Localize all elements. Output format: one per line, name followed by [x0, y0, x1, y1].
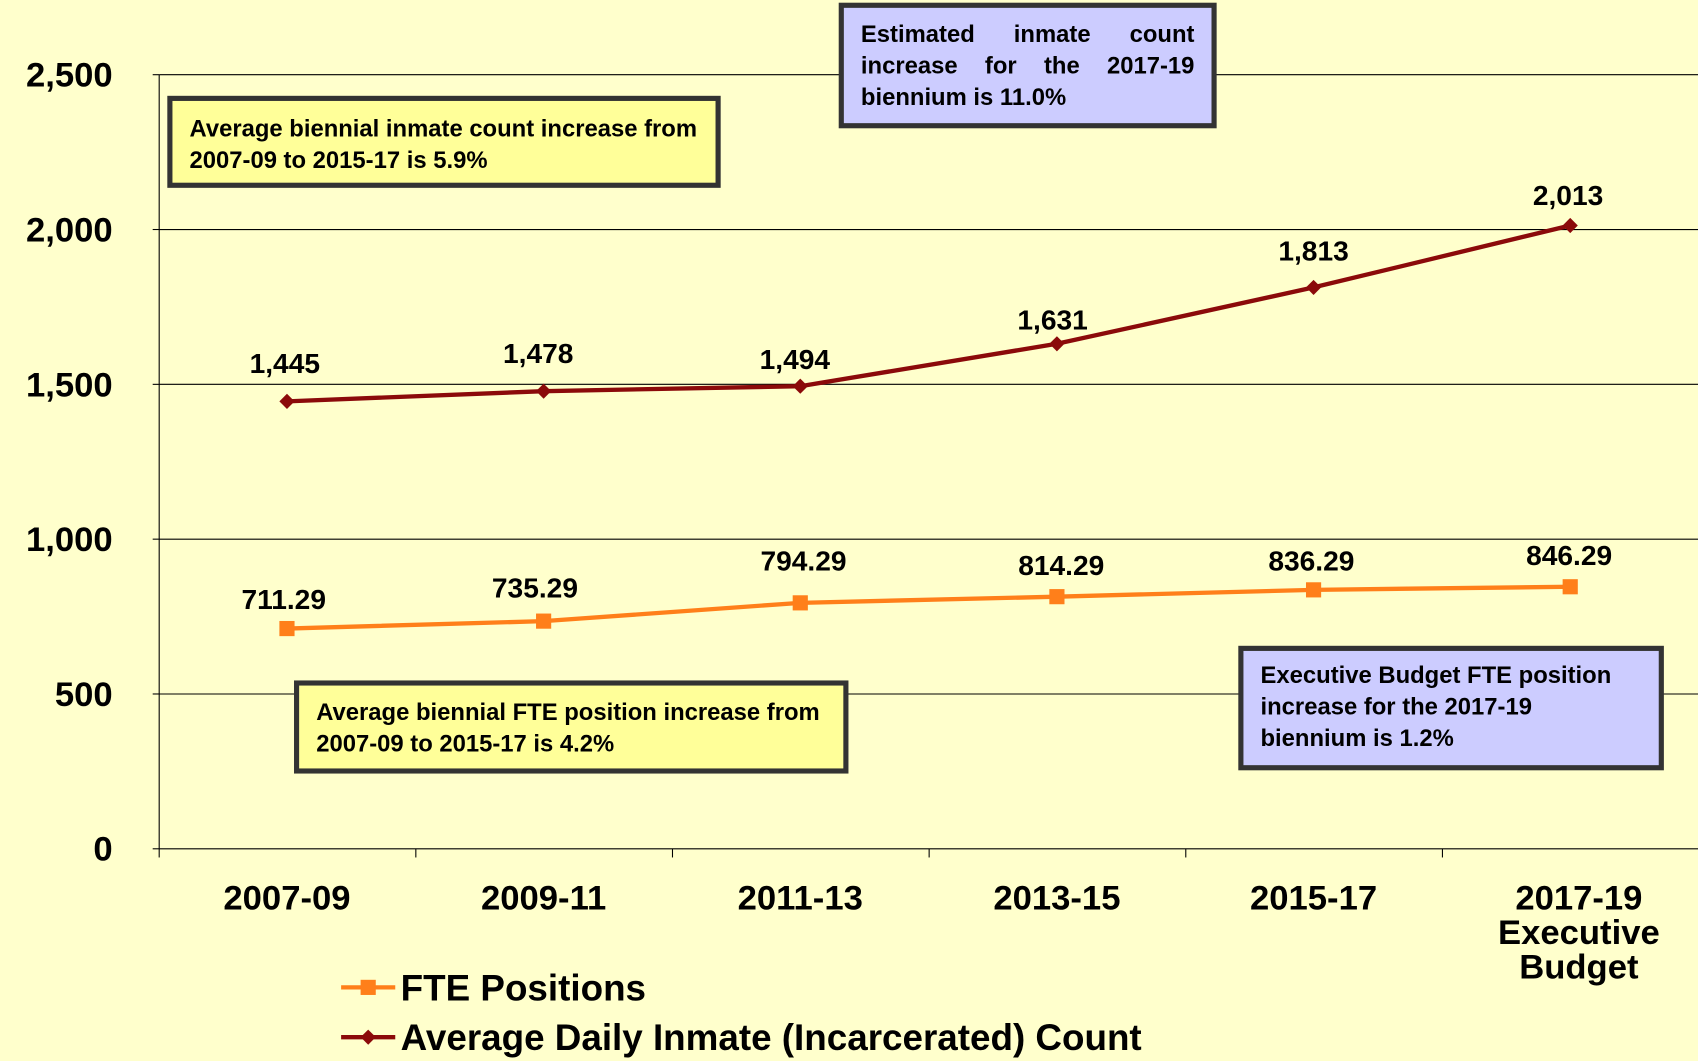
annotation: Estimated inmate count increase for the …: [860, 20, 1195, 111]
marker: [360, 979, 376, 995]
annotation-box: [294, 680, 849, 774]
marker: [792, 595, 808, 611]
x-tick-label: 2007-09: [223, 879, 350, 917]
annotation-box: [1238, 645, 1664, 771]
marker: [1305, 582, 1322, 598]
legend-label: FTE Positions: [401, 967, 646, 1008]
y-tick-label: 1,500: [26, 366, 113, 404]
annotation-inner-border: [299, 685, 844, 769]
series-line: [286, 584, 1571, 631]
x-tick-label: 2017-19 Executive Budget: [1498, 879, 1660, 986]
data-label: 1,631: [1017, 305, 1087, 336]
annotation-inner-border: [843, 7, 1212, 124]
data-label: 1,494: [760, 344, 831, 375]
data-label: 794.29: [760, 545, 846, 576]
x-tick-label: 2015-17: [1250, 879, 1377, 917]
annotation-text: Average biennial FTE position increase f…: [316, 698, 820, 757]
annotation-inner-border: [172, 100, 716, 183]
data-label: 1,445: [250, 348, 320, 379]
x-tick-label: 2013-15: [993, 879, 1120, 917]
marker: [536, 613, 552, 629]
y-tick-label: 500: [55, 676, 113, 714]
series-line: [286, 223, 1571, 404]
data-label: 711.29: [241, 584, 326, 615]
marker: [279, 393, 295, 409]
annotation-text: Average biennial inmate count increase f…: [189, 114, 698, 174]
marker: [1049, 336, 1065, 352]
data-label: 846.29: [1526, 540, 1612, 571]
annotation-box: [838, 2, 1217, 129]
annotation-text: Executive Budget FTE position increase f…: [1260, 661, 1612, 752]
marker: [1305, 279, 1322, 296]
annotation-box: [167, 95, 721, 188]
annotation-text: Estimated inmate count increase for the …: [860, 20, 1195, 111]
annotation: Average biennial FTE position increase f…: [316, 698, 820, 757]
y-tick-label: 2,000: [26, 211, 113, 249]
y-tick-label: 2,500: [26, 57, 113, 95]
marker: [792, 378, 808, 394]
legend-label: Average Daily Inmate (Incarcerated) Coun…: [401, 1017, 1142, 1058]
marker: [279, 620, 295, 637]
data-label: 814.29: [1018, 550, 1104, 581]
x-tick-label: 2011-13: [738, 879, 863, 917]
data-label: 836.29: [1268, 545, 1354, 576]
marker: [1049, 589, 1065, 605]
marker: [1562, 217, 1578, 234]
annotation: Average biennial inmate count increase f…: [189, 114, 698, 174]
data-label: 1,478: [503, 338, 573, 369]
y-tick-label: 0: [93, 831, 112, 869]
annotation-inner-border: [1243, 650, 1659, 766]
data-label: 1,813: [1278, 235, 1348, 266]
y-tick-label: 1,000: [26, 521, 113, 559]
data-label: 2,013: [1533, 180, 1603, 211]
marker: [360, 1029, 376, 1045]
x-tick-label: 2009-11: [481, 879, 606, 917]
annotation: Executive Budget FTE position increase f…: [1260, 661, 1612, 752]
marker: [536, 383, 552, 399]
marker: [1562, 579, 1578, 595]
data-label: 735.29: [492, 572, 578, 603]
